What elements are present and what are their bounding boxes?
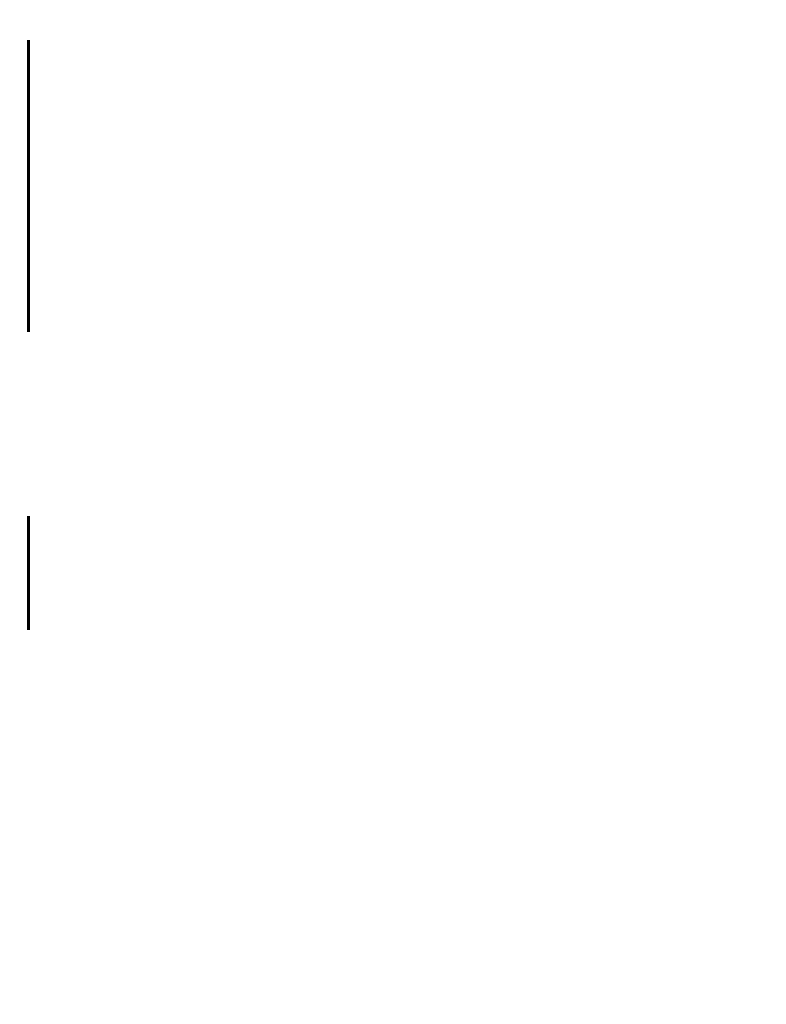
fraction-bar	[27, 40, 30, 332]
legend-item-pythia-6428-default	[127, 229, 194, 257]
legend-item-pythia-8205-default	[127, 257, 194, 285]
filled-triangle-solid-marker-icon	[127, 260, 185, 282]
open-circle-dashed-marker-icon	[127, 148, 185, 170]
legend	[127, 117, 194, 285]
filled-square-dashdot-marker-icon	[127, 232, 185, 254]
legend-item-cms	[127, 117, 194, 145]
fraction-bar	[27, 516, 30, 630]
legend-item-pythia-6428-370	[127, 201, 194, 229]
open-square-dotted-marker-icon	[127, 176, 185, 198]
cms-marker-icon	[127, 120, 185, 142]
legend-item-pythia-6428-345	[127, 145, 194, 173]
legend-item-pythia-6428-346	[127, 173, 194, 201]
open-triangle-solid-marker-icon	[127, 204, 185, 226]
